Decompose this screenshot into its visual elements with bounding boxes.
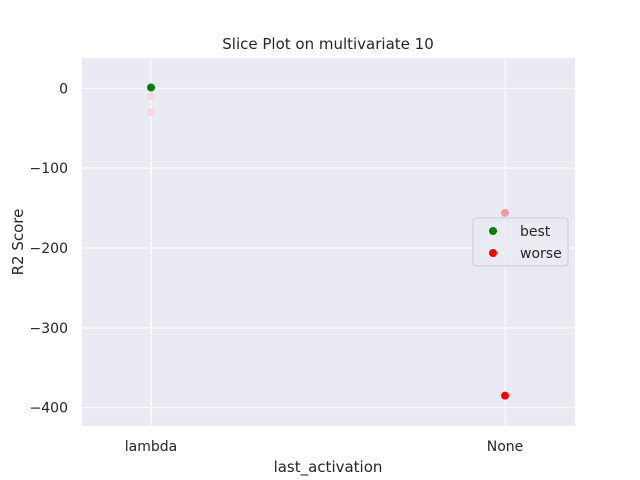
x-tick-label: None [487, 439, 524, 455]
chart-title: Slice Plot on multivariate 10 [222, 35, 434, 53]
legend-marker-best [489, 227, 497, 235]
y-tick-label: −200 [30, 241, 68, 257]
data-points [147, 83, 509, 400]
tick-labels: 0 −100 −200 −300 −400 lambda None [30, 81, 524, 455]
y-tick-label: −400 [30, 401, 68, 417]
legend-label-worse: worse [520, 246, 562, 262]
x-axis-title: last_activation [274, 458, 383, 477]
scatter-point [147, 108, 155, 117]
legend: best worse [472, 217, 569, 267]
legend-marker-worse [489, 249, 497, 257]
grid-lines [82, 58, 575, 426]
y-tick-label: −100 [30, 161, 68, 177]
scatter-point [147, 83, 155, 92]
scatter-point [501, 208, 509, 217]
scatter-point [501, 391, 509, 400]
y-tick-label: −300 [30, 321, 68, 337]
y-tick-label: 0 [59, 81, 68, 97]
x-tick-label: lambda [125, 439, 177, 455]
y-axis-title: R2 Score [9, 209, 27, 276]
legend-label-best: best [520, 224, 551, 240]
scatter-point [147, 92, 155, 101]
